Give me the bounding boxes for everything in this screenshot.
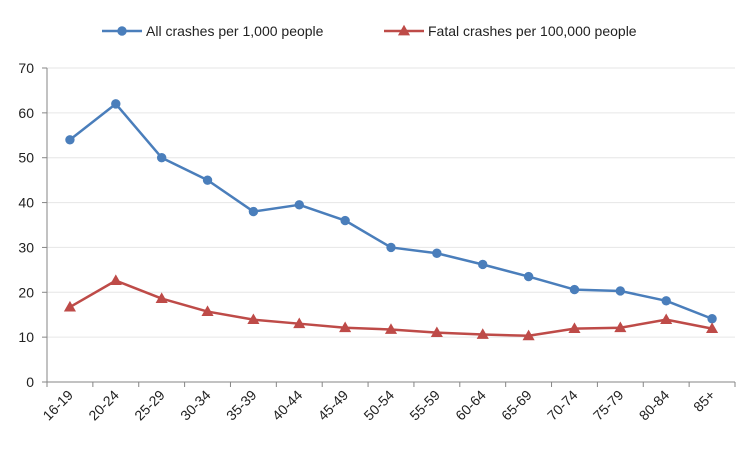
data-point — [248, 206, 259, 217]
x-tick-label: 30-34 — [177, 387, 214, 424]
x-tick-label: 75-79 — [590, 387, 627, 424]
gridlines — [47, 67, 735, 338]
data-point — [293, 317, 306, 329]
series-line — [69, 102, 713, 320]
legend-item: Fatal crashes per 100,000 people — [384, 23, 637, 39]
series-2 — [63, 274, 719, 341]
y-tick-label: 40 — [18, 195, 34, 211]
data-point — [65, 135, 75, 145]
x-tick-label: 80-84 — [636, 387, 673, 424]
data-point — [661, 296, 671, 306]
data-point — [201, 305, 214, 316]
data-point — [569, 284, 580, 295]
legend-item: All crashes per 1,000 people — [102, 23, 324, 39]
data-point — [478, 259, 488, 270]
legend-label: Fatal crashes per 100,000 people — [428, 23, 637, 39]
series-1 — [65, 99, 717, 324]
data-point — [155, 292, 168, 303]
data-point — [522, 329, 535, 341]
x-tick-label: 50-54 — [360, 387, 397, 424]
y-tick-label: 60 — [18, 105, 34, 121]
data-point — [614, 321, 627, 333]
data-point — [63, 300, 76, 312]
x-tick-label: 40-44 — [269, 387, 306, 424]
data-point — [432, 248, 442, 258]
data-point — [339, 321, 352, 333]
data-point — [340, 215, 350, 226]
legend-marker — [397, 24, 411, 36]
data-point — [384, 323, 398, 334]
y-tick-label: 20 — [18, 284, 34, 300]
x-tick-label: 85+ — [690, 387, 718, 415]
data-point — [109, 274, 122, 286]
x-tick-label: 60-64 — [452, 387, 489, 424]
x-tick-label: 25-29 — [131, 387, 168, 424]
data-point — [660, 313, 673, 325]
y-tick-label: 30 — [18, 239, 34, 255]
data-point — [706, 322, 719, 334]
x-tick-label: 16-19 — [39, 387, 76, 424]
data-point — [294, 200, 304, 210]
data-point — [247, 313, 260, 325]
data-point — [386, 242, 396, 253]
data-point — [615, 286, 626, 296]
data-point — [707, 314, 717, 324]
data-point — [523, 271, 534, 282]
legend: All crashes per 1,000 people Fatal crashe… — [102, 23, 637, 39]
axes — [42, 67, 736, 387]
x-tick-label: 20-24 — [85, 387, 122, 424]
y-tick-label: 10 — [18, 329, 34, 345]
x-tick-label: 45-49 — [315, 387, 352, 424]
data-point — [568, 322, 581, 334]
x-tick-label: 65-69 — [498, 387, 535, 424]
data-point — [111, 99, 121, 109]
x-tick-label: 55-59 — [406, 387, 443, 424]
y-tick-label: 50 — [18, 150, 34, 166]
data-point — [156, 153, 167, 163]
x-tick-label: 35-39 — [223, 387, 260, 424]
y-axis-tick-labels: 0 10 20 30 40 50 60 70 — [18, 60, 34, 390]
x-axis-tick-labels: 16-19 20-24 25-29 30-34 35-39 40-44 45-49 50-54… — [39, 387, 718, 424]
y-tick-label: 0 — [26, 374, 34, 390]
data-point — [430, 326, 443, 338]
data-point — [476, 328, 489, 339]
legend-marker — [117, 26, 127, 36]
x-tick-label: 70-74 — [544, 387, 581, 424]
data-point — [202, 175, 213, 185]
series-lines — [63, 99, 719, 341]
legend-label: All crashes per 1,000 people — [146, 23, 324, 39]
y-tick-label: 70 — [18, 60, 34, 76]
